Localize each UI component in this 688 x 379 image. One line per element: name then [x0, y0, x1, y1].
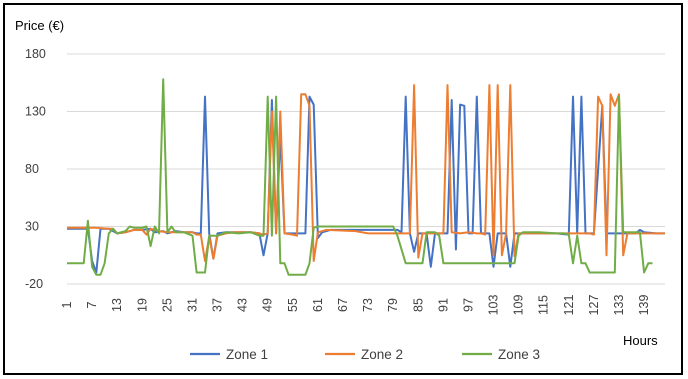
x-tick-label: 103 [487, 295, 501, 316]
x-tick-label: 73 [361, 298, 375, 312]
chart-frame: -20 30 80 130 180 1 7 13 19 25 31 37 43 49 55 61 67 73 79… [3, 3, 683, 375]
x-tick-label: 43 [236, 298, 250, 312]
y-tick-label: -20 [25, 277, 43, 291]
x-tick-label: 127 [587, 295, 601, 316]
y-tick-label: 130 [25, 105, 46, 119]
legend-label: Zone 1 [226, 347, 268, 362]
legend-label: Zone 2 [361, 347, 403, 362]
legend: Zone 1 Zone 2 Zone 3 [190, 347, 540, 362]
x-tick-label: 67 [336, 298, 350, 312]
x-tick-label: 133 [612, 295, 626, 316]
x-tick-label: 7 [85, 301, 99, 308]
y-tick-label: 180 [25, 47, 46, 61]
x-tick-label: 139 [637, 295, 651, 316]
series-lines [67, 78, 665, 276]
x-axis-ticks: 1 7 13 19 25 31 37 43 49 55 61 67 73 79 85 91 97 103 109 11… [60, 295, 651, 316]
x-tick-label: 55 [286, 298, 300, 312]
legend-label: Zone 3 [498, 347, 540, 362]
x-tick-label: 49 [261, 298, 275, 312]
x-tick-label: 121 [562, 295, 576, 316]
line-chart: -20 30 80 130 180 1 7 13 19 25 31 37 43 49 55 61 67 73 79… [15, 18, 665, 362]
y-axis-ticks: -20 30 80 130 180 [25, 47, 46, 291]
series-line-zone-3 [67, 78, 653, 276]
x-tick-label: 19 [135, 298, 149, 312]
x-tick-label: 1 [60, 301, 74, 308]
x-tick-label: 31 [185, 298, 199, 312]
x-tick-label: 25 [160, 298, 174, 312]
x-tick-label: 61 [311, 298, 325, 312]
x-tick-label: 91 [436, 298, 450, 312]
x-tick-label: 115 [537, 295, 551, 315]
x-tick-label: 37 [211, 298, 225, 312]
y-axis-title: Price (€) [15, 18, 64, 33]
x-tick-label: 79 [386, 298, 400, 312]
x-tick-label: 97 [461, 298, 475, 312]
y-tick-label: 80 [25, 162, 39, 176]
y-tick-label: 30 [25, 220, 39, 234]
x-tick-label: 85 [411, 298, 425, 312]
x-tick-label: 109 [512, 295, 526, 316]
x-tick-label: 13 [110, 298, 124, 312]
x-axis-title: Hours [623, 333, 658, 348]
